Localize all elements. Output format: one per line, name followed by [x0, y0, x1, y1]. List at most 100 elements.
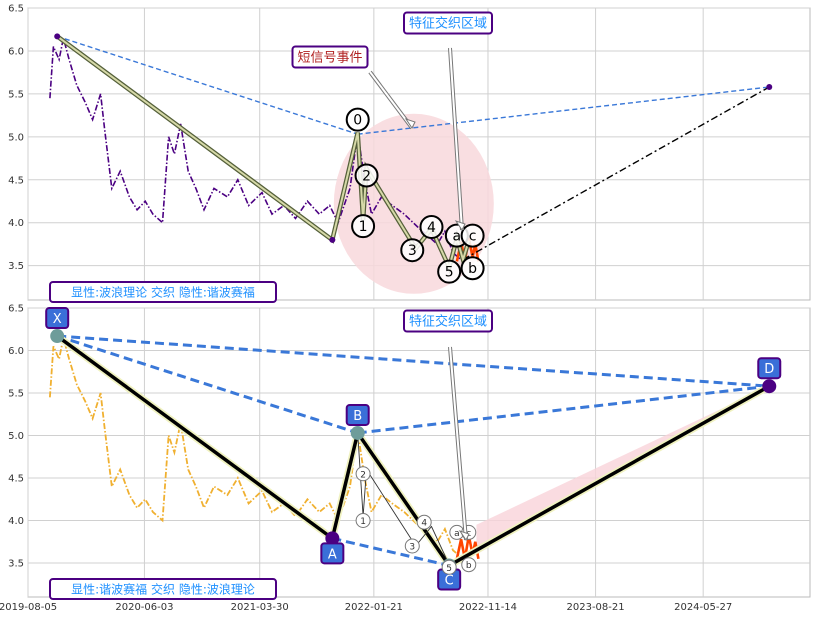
x-tick-label: 2020-06-03: [115, 602, 173, 613]
wave-label-text: c: [469, 229, 477, 245]
x-tick-label: 2024-05-27: [674, 602, 732, 613]
feature-zone-label-box: [403, 11, 493, 35]
small-wave-label-circle: [404, 538, 420, 554]
y-tick-label: 5.0: [8, 431, 24, 442]
wave-thin-line: [357, 432, 450, 565]
y-tick-label: 5.5: [8, 89, 24, 100]
wave-label-text: 5: [445, 265, 454, 281]
wave-label-circle: [400, 238, 425, 263]
top-footer-label-text: 显性:波浪理论 交织 隐性:谐波赛福: [71, 284, 255, 299]
harmonic-dashed-line: [57, 334, 770, 388]
harmonic-point-dot: [325, 531, 340, 546]
small-wave-label-circle: [355, 513, 371, 528]
x-tick-label: 2021-03-30: [231, 602, 289, 613]
harmonic-dashed-line: [56, 334, 359, 435]
y-tick-label: 4.5: [8, 175, 24, 186]
feature-zone-label: 特征交织区域: [403, 11, 493, 35]
bottom-feature-zone-label: 特征交织区域: [403, 309, 493, 333]
harmonic-leg: [56, 334, 334, 540]
harmonic-point-dot: [762, 379, 777, 394]
y-tick-label: 6.0: [8, 346, 24, 357]
dashdot-projection-line: [462, 86, 770, 261]
top-footer-label-box: [49, 281, 277, 303]
wave-label-circle: [345, 107, 370, 132]
harmonic-point-label-d: D: [757, 357, 782, 380]
harmonic-point-dot: [350, 425, 365, 440]
harmonic-leg: [356, 431, 451, 567]
bottom-footer-label-box: [49, 578, 277, 600]
y-tick-label: 3.5: [8, 559, 24, 570]
feature-zone-arrow-fill: [449, 47, 463, 231]
pivot-dot: [766, 84, 773, 91]
y-tick-label: 3.5: [8, 261, 24, 272]
plot-area-bottom: [27, 307, 811, 598]
wave-label-text: 3: [408, 243, 417, 259]
bottom-feature-zone-label-box: [403, 309, 493, 333]
panel-bottom: 3.54.04.55.05.56.06.5XABCD12345abc: [8, 304, 811, 598]
y-tick-label: 5.5: [8, 389, 24, 400]
small-wave-label-circle: [355, 466, 371, 482]
wave-label-text: b: [468, 261, 477, 277]
x-tick-label: 2023-08-21: [567, 602, 625, 613]
x-tick-label: 2019-08-05: [0, 602, 57, 613]
y-tick-label: 4.0: [8, 516, 24, 527]
small-wave-label-text: 4: [421, 519, 427, 529]
small-wave-label-circle: [461, 557, 477, 573]
small-wave-label-circle: [441, 559, 457, 575]
wave-label-circle: [354, 163, 379, 188]
bottom-footer-label: 显性:谐波赛福 交织 隐性:波浪理论: [49, 578, 277, 600]
wave-label-text: 2: [362, 168, 371, 184]
short-signal-label-box: [291, 45, 369, 69]
y-tick-label: 6.5: [8, 4, 24, 15]
small-wave-label-text: 1: [360, 517, 366, 527]
wave-label-text: 1: [359, 219, 368, 235]
y-tick-label: 4.5: [8, 474, 24, 485]
harmonic-point-text: A: [328, 547, 337, 562]
short-signal-arrow-head: [404, 118, 416, 129]
harmonic-point-text: D: [764, 362, 774, 377]
short-signal-label-text: 短信号事件: [297, 51, 362, 66]
harmonic-point-text: C: [445, 574, 454, 589]
harmonic-point-box: [345, 403, 370, 426]
harmonic-point-box: [757, 357, 782, 380]
harmonic-leg: [330, 432, 360, 539]
feature-zone-arrow-head: [454, 220, 466, 231]
pivot-dot: [329, 236, 336, 243]
wave-label-text: 0: [353, 113, 362, 129]
harmonic-point-box: [45, 307, 70, 330]
harmonic-point-box: [320, 542, 345, 565]
harmonic-dashed-line: [332, 536, 450, 568]
wave-label-text: a: [453, 229, 462, 245]
small-wave-label-text: b: [466, 561, 472, 571]
bottom-feature-zone-label-text: 特征交织区域: [409, 314, 487, 330]
harmonic-point-label-x: X: [45, 307, 70, 330]
short-signal-label: 短信号事件: [291, 45, 369, 69]
harmonic-leg: [448, 384, 771, 568]
small-wave-label-text: 3: [409, 543, 415, 553]
y-tick-label: 6.0: [8, 46, 24, 57]
wave-label-circle: [460, 256, 485, 281]
bottom-feature-zone-arrow-head: [458, 530, 470, 541]
dashed-projection-line: [357, 86, 770, 135]
x-tick-label: 2022-01-21: [345, 602, 403, 613]
bottom-footer-label-text: 显性:谐波赛福 交织 隐性:波浪理论: [71, 581, 255, 596]
series-line: [49, 37, 464, 263]
harmonic-point-label-b: B: [345, 403, 370, 426]
wave-label-circle: [351, 214, 376, 239]
wave-label-circle: [419, 215, 444, 239]
harmonic-point-label-a: A: [320, 542, 345, 565]
small-wave-label-text: 5: [446, 564, 452, 574]
small-wave-label-text: 2: [360, 470, 366, 480]
wave-label-text: 4: [427, 220, 436, 236]
short-signal-arrow-fill: [369, 71, 413, 129]
y-tick-label: 5.0: [8, 132, 24, 143]
x-tick-label: 2022-11-14: [459, 602, 517, 613]
harmonic-point-text: B: [353, 409, 362, 424]
dashed-projection-line: [56, 35, 358, 135]
small-wave-label-circle: [416, 514, 432, 530]
wave-label-circle: [437, 259, 462, 284]
small-wave-label-text: a: [454, 529, 460, 539]
y-tick-label: 6.5: [8, 304, 24, 315]
